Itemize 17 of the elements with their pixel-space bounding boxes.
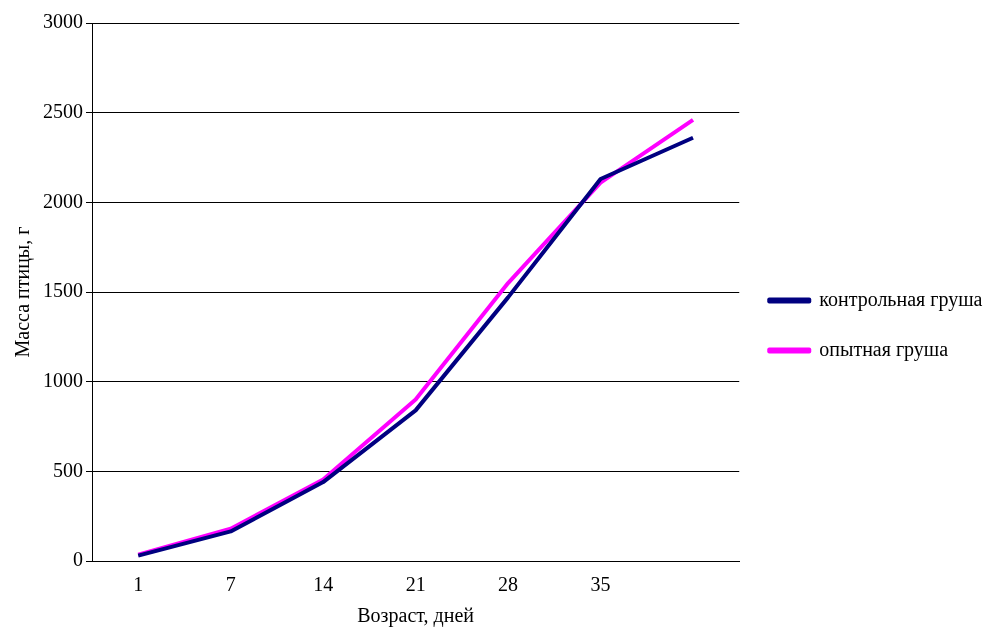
x-tick-label: 21 xyxy=(405,573,426,596)
x-tick-label: 35 xyxy=(590,573,611,596)
x-tick-label: 14 xyxy=(313,573,334,596)
y-tick-label: 2000 xyxy=(43,189,83,212)
y-tick-label: 500 xyxy=(53,458,83,481)
y-tick-label: 0 xyxy=(73,548,83,571)
y-tick-label: 1000 xyxy=(43,368,83,391)
y-tick-label: 1500 xyxy=(43,279,83,302)
y-axis-title: Масса птицы, г xyxy=(11,226,35,358)
legend-label: контрольная груша xyxy=(819,287,983,311)
x-tick-label: 7 xyxy=(225,573,236,596)
x-axis-title: Возраст, дней xyxy=(357,604,475,628)
x-tick-label: 1 xyxy=(133,573,144,596)
x-tick-label: 28 xyxy=(498,573,519,596)
legend-label: опытная груша xyxy=(819,337,949,361)
y-tick-label: 3000 xyxy=(43,10,83,33)
y-tick-label: 2500 xyxy=(43,99,83,122)
